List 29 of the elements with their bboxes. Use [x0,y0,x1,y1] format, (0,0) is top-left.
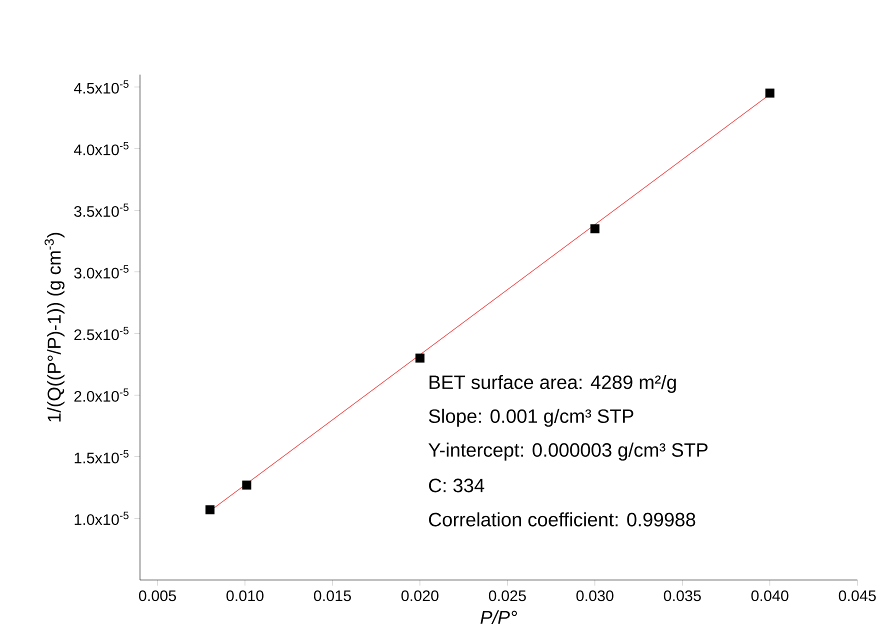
y-tick-label: 2.5x10$^{-5}$ [74,326,129,340]
point [415,354,424,363]
x-tick-label: 0.015 [314,590,351,602]
x-tick-label: 0.025 [488,590,526,602]
x-tick-label: 0.035 [664,590,701,602]
y-tick-label: 3.5x10$^{-5}$ [74,204,129,217]
x-axis-title: P/P° [480,610,517,624]
annotation: C: 334 [429,478,484,492]
y-tick-label: 3.0x10$^{-5}$ [74,265,129,279]
x-tick-label: 0.040 [751,590,788,602]
x-tick-label: 0.005 [138,590,176,602]
point [765,88,774,98]
point [205,505,214,514]
y-axis-title: 1/(Q((P°/P)-1)) (g cm$^{-3}$) [44,232,64,422]
annotation: BET surface area: 4289 m²/g [430,374,676,393]
y-tick-label: 1.0x10$^{-5}$ [74,512,129,526]
y-tick-label: 2.0x10$^{-5}$ [74,388,129,402]
x-tick-label: 0.010 [226,590,264,602]
annotation: Slope: 0.001 g/cm³ STP [428,408,634,427]
x-tick-label: 0.020 [401,590,438,602]
x-tick-label: 0.030 [576,590,614,602]
annotation: Correlation coefficient: 0.99988 [429,512,696,526]
y-tick-label: 4.0x10$^{-5}$ [74,142,129,156]
y-tick-label: 1.5x10$^{-5}$ [74,450,129,464]
point [242,480,252,490]
y-tick-label: 4.5x10$^{-5}$ [74,80,129,94]
point [590,224,600,234]
annotation: Y-intercept: 0.000003 g/cm³ STP [428,442,708,461]
x-tick-label: 0.045 [838,590,876,602]
